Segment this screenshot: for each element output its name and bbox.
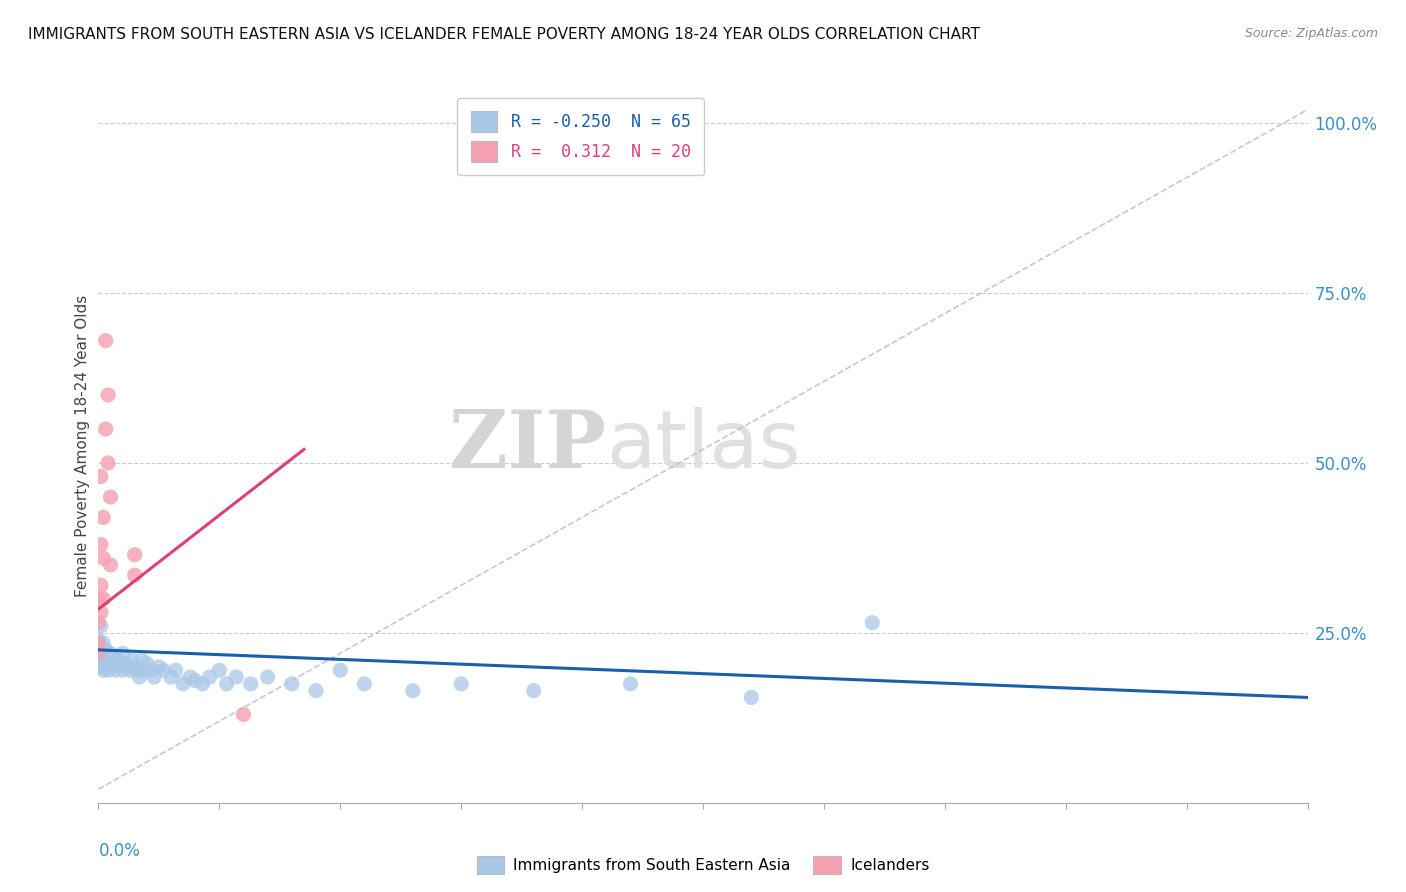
Point	[198, 670, 221, 684]
Point	[165, 663, 187, 677]
Point	[191, 677, 214, 691]
Point	[108, 657, 131, 671]
Point	[124, 660, 146, 674]
Legend: Immigrants from South Eastern Asia, Icelanders: Immigrants from South Eastern Asia, Icel…	[471, 850, 935, 880]
Point	[619, 677, 641, 691]
Point	[87, 646, 110, 660]
Point	[90, 640, 112, 654]
Point	[97, 649, 120, 664]
Point	[107, 653, 129, 667]
Point	[90, 646, 112, 660]
Point	[90, 469, 112, 483]
Point	[91, 653, 114, 667]
Point	[97, 657, 120, 671]
Point	[239, 677, 262, 691]
Point	[94, 334, 117, 348]
Point	[94, 643, 117, 657]
Point	[104, 653, 127, 667]
Point	[100, 646, 122, 660]
Point	[97, 456, 120, 470]
Point	[97, 663, 120, 677]
Point	[118, 663, 141, 677]
Point	[87, 646, 110, 660]
Point	[124, 568, 146, 582]
Point	[179, 670, 201, 684]
Point	[94, 422, 117, 436]
Point	[91, 663, 114, 677]
Text: atlas: atlas	[606, 407, 800, 485]
Point	[232, 707, 254, 722]
Point	[91, 510, 114, 524]
Point	[87, 632, 110, 647]
Point	[87, 591, 110, 606]
Point	[91, 551, 114, 566]
Point	[152, 663, 174, 677]
Point	[91, 591, 114, 606]
Point	[114, 657, 136, 671]
Point	[740, 690, 762, 705]
Legend: R = -0.250  N = 65, R =  0.312  N = 20: R = -0.250 N = 65, R = 0.312 N = 20	[457, 97, 704, 176]
Point	[143, 670, 166, 684]
Point	[148, 660, 170, 674]
Point	[94, 660, 117, 674]
Text: Source: ZipAtlas.com: Source: ZipAtlas.com	[1244, 27, 1378, 40]
Point	[402, 683, 425, 698]
Point	[91, 646, 114, 660]
Point	[121, 653, 143, 667]
Point	[225, 670, 247, 684]
Point	[90, 578, 112, 592]
Point	[353, 677, 375, 691]
Point	[860, 615, 883, 630]
Point	[87, 646, 110, 660]
Point	[101, 649, 124, 664]
Point	[135, 657, 157, 671]
Point	[215, 677, 238, 691]
Point	[87, 660, 110, 674]
Point	[90, 606, 112, 620]
Point	[329, 663, 352, 677]
Point	[90, 660, 112, 674]
Point	[208, 663, 231, 677]
Text: IMMIGRANTS FROM SOUTH EASTERN ASIA VS ICELANDER FEMALE POVERTY AMONG 18-24 YEAR : IMMIGRANTS FROM SOUTH EASTERN ASIA VS IC…	[28, 27, 980, 42]
Point	[90, 537, 112, 551]
Point	[100, 490, 122, 504]
Point	[111, 663, 134, 677]
Point	[160, 670, 183, 684]
Point	[281, 677, 304, 691]
Point	[111, 646, 134, 660]
Point	[256, 670, 278, 684]
Point	[87, 615, 110, 630]
Point	[101, 657, 124, 671]
Point	[305, 683, 328, 698]
Point	[87, 636, 110, 650]
Point	[127, 663, 149, 677]
Point	[104, 663, 127, 677]
Point	[91, 636, 114, 650]
Point	[184, 673, 207, 688]
Point	[100, 558, 122, 572]
Text: ZIP: ZIP	[450, 407, 606, 485]
Point	[90, 619, 112, 633]
Point	[128, 670, 150, 684]
Y-axis label: Female Poverty Among 18-24 Year Olds: Female Poverty Among 18-24 Year Olds	[75, 295, 90, 597]
Point	[141, 663, 163, 677]
Text: 0.0%: 0.0%	[98, 842, 141, 860]
Point	[117, 660, 139, 674]
Point	[94, 649, 117, 664]
Point	[124, 548, 146, 562]
Point	[100, 660, 122, 674]
Point	[450, 677, 472, 691]
Point	[97, 388, 120, 402]
Point	[90, 653, 112, 667]
Point	[172, 677, 194, 691]
Point	[523, 683, 546, 698]
Point	[131, 653, 153, 667]
Point	[134, 663, 156, 677]
